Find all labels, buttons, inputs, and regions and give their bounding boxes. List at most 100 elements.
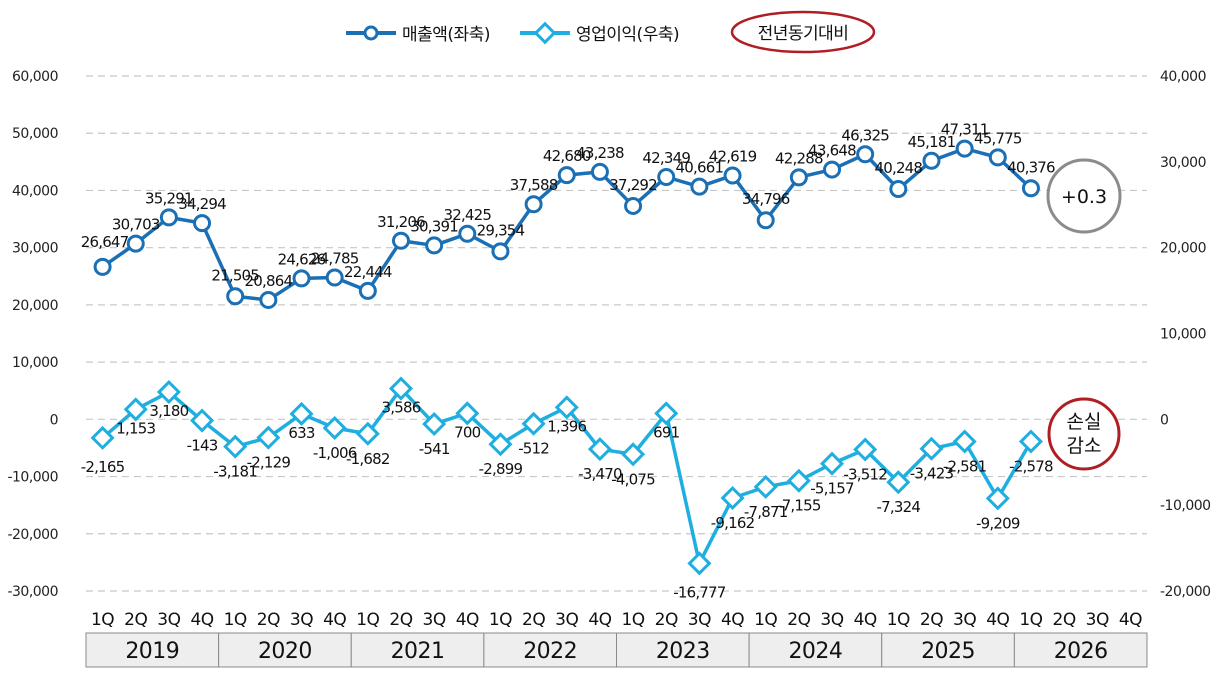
quarter-label: 3Q: [688, 610, 711, 630]
profit-data-label: -2,899: [479, 460, 523, 478]
profit-point: [786, 468, 811, 493]
profit-data-label: -16,777: [673, 583, 726, 601]
profit-point: [123, 397, 148, 422]
sales-point: [955, 139, 974, 158]
yoy-profit-circle: [1047, 397, 1121, 471]
right-axis: -20,000 -10,000 0 10,000 20,000 30,000 40,000: [1160, 69, 1211, 600]
profit-point: [1018, 429, 1043, 454]
right-tick-label: 10,000: [1160, 327, 1206, 343]
year-label: 2020: [258, 639, 312, 664]
profit-data-label: -2,129: [247, 454, 291, 472]
sales-point: [358, 281, 377, 300]
sales-data-label: 42,680: [543, 147, 591, 165]
sales-point: [292, 269, 311, 288]
profit-point: [455, 401, 480, 426]
sales-point: [657, 168, 676, 187]
yoy-profit-text-line2: 감소: [1067, 435, 1102, 457]
sales-data-label: 24,626: [278, 250, 326, 268]
profit-data-label: -7,871: [744, 503, 788, 521]
quarter-label: 1Q: [91, 610, 114, 630]
profit-data-label: -2,165: [81, 458, 125, 476]
profit-point: [488, 432, 513, 457]
year-label: 2024: [788, 639, 842, 664]
sales-data-label: 29,354: [477, 221, 525, 239]
legend: 매출액(좌축) 영업이익(우축) 전년동기대비: [346, 10, 876, 54]
sales-point: [889, 180, 908, 199]
legend-yoy-ellipse: [730, 10, 876, 54]
profit-point: [587, 437, 612, 462]
sales-point: [491, 242, 510, 261]
profit-point: [985, 486, 1010, 511]
quarter-label: 2Q: [1053, 610, 1076, 630]
sales-data-label: 46,325: [841, 126, 889, 144]
profit-data-label: 3,180: [149, 402, 188, 420]
quarter-label: 3Q: [953, 610, 976, 630]
quarter-label: 4Q: [456, 610, 479, 630]
profit-point: [422, 411, 447, 436]
profit-point: [919, 436, 944, 461]
sales-point: [922, 151, 941, 170]
legend-profit-label: 영업이익(우축): [576, 25, 679, 45]
sales-data-label: 42,288: [775, 149, 823, 167]
profit-data-label: -1,682: [346, 450, 390, 468]
profit-data-label: -4,075: [611, 470, 655, 488]
quarter-label: 1Q: [356, 610, 379, 630]
quarter-label: 4Q: [588, 610, 611, 630]
sales-point: [756, 211, 775, 230]
profit-point: [687, 551, 712, 576]
sales-data-label: 21,505: [211, 266, 259, 284]
year-box: [616, 632, 750, 668]
profit-data-label: -512: [518, 440, 549, 458]
year-label: 2023: [656, 639, 710, 664]
quarter-label: 1Q: [1019, 610, 1042, 630]
quarter-label: 2Q: [389, 610, 412, 630]
right-tick-label: 20,000: [1160, 241, 1206, 257]
left-tick-label: 30,000: [12, 241, 58, 257]
profit-data-label: -5,157: [810, 480, 854, 498]
sales-point: [590, 162, 609, 181]
sales-data-label: 34,796: [742, 190, 790, 208]
quarter-label: 2Q: [920, 610, 943, 630]
profit-data-label: -7,324: [877, 498, 921, 516]
profit-point: [952, 429, 977, 454]
sales-point: [259, 290, 278, 309]
year-label: 2019: [125, 639, 179, 664]
sales-point: [391, 231, 410, 250]
legend-sales-label: 매출액(좌축): [402, 25, 490, 45]
sales-point: [823, 160, 842, 179]
yoy-sales-text: +0.3: [1061, 186, 1107, 208]
left-tick-label: 60,000: [12, 69, 58, 85]
left-tick-label: 40,000: [12, 183, 58, 199]
left-tick-label: -10,000: [7, 470, 58, 486]
sales-data-label: 43,648: [808, 142, 856, 160]
sales-data-label: 45,775: [974, 129, 1022, 147]
sales-data-label: 42,619: [709, 147, 757, 165]
right-tick-label: 40,000: [1160, 69, 1206, 85]
left-tick-label: -30,000: [7, 584, 58, 600]
quarter-label: 3Q: [555, 610, 578, 630]
quarter-label: 4Q: [721, 610, 744, 630]
year-box: [85, 632, 220, 668]
right-tick-label: 0: [1160, 412, 1168, 428]
profit-data-label: -143: [187, 437, 218, 455]
sales-point: [159, 208, 178, 227]
quarter-label: 2Q: [787, 610, 810, 630]
quarter-label: 1Q: [887, 610, 910, 630]
profit-point: [90, 425, 115, 450]
sales-data-label: 40,661: [676, 159, 724, 177]
profit-point: [256, 425, 281, 450]
profit-data-label: -3,423: [910, 465, 954, 483]
x-axis: 1Q 2Q 3Q 4Q 1Q 2Q 3Q 4Q 1Q 2Q 3Q 4Q 1Q 2Q 3Q 4Q 1Q 2Q 3Q 4Q…: [85, 610, 1148, 668]
sales-data-label: 26,647: [81, 233, 129, 251]
quarter-label: 4Q: [854, 610, 877, 630]
sales-point: [624, 196, 643, 215]
year-box: [748, 632, 883, 668]
sales-point: [988, 148, 1007, 167]
sales-point: [126, 234, 145, 253]
quarter-label: 3Q: [290, 610, 313, 630]
year-box: [483, 632, 617, 668]
profit-point: [654, 401, 679, 426]
series-sales: [93, 139, 1040, 309]
profit-point: [388, 376, 414, 401]
